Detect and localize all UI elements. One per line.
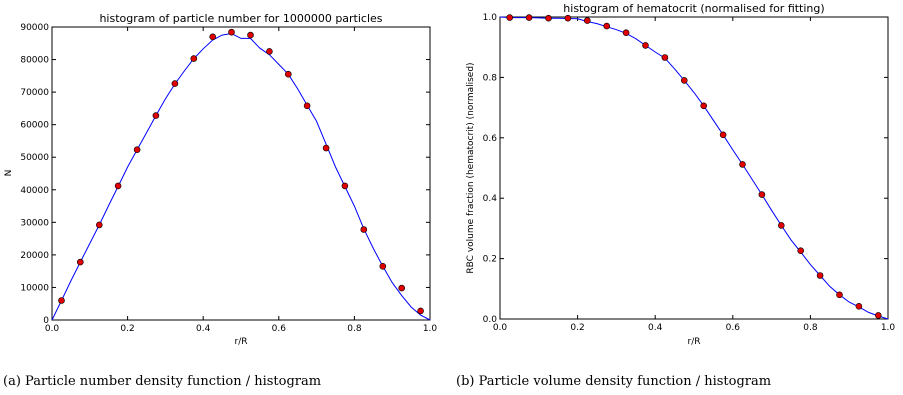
chart-a-ytick-label: 60000 [20, 121, 49, 131]
chart-b-ylabel: RBC volume fraction (hematocrit) (normal… [466, 62, 476, 273]
chart-a-plot-frame [51, 26, 431, 321]
chart-a-xtick-label: 1.0 [423, 324, 438, 334]
chart-a-data-point [133, 146, 141, 153]
chart-b-histogram-line [499, 16, 889, 320]
chart-b-data-point [642, 42, 649, 49]
chart-b-title: histogram of hematocrit (normalised for … [563, 2, 824, 15]
chart-a-xtick-label: 0.6 [272, 324, 287, 334]
chart-b-xtick-label: 0.6 [726, 323, 741, 333]
chart-b-xtick-label: 0.0 [493, 323, 508, 333]
chart-b-data-point [545, 14, 552, 22]
chart-b-data-point [855, 302, 863, 310]
chart-a-data-point [96, 221, 103, 229]
chart-a-histogram-line [51, 32, 431, 321]
chart-b-data-point [661, 54, 669, 61]
chart-b-caption: (b) Particle volume density function / h… [456, 374, 771, 389]
chart-a-ytick-label: 0 [43, 316, 49, 326]
chart-b-data-point [680, 77, 688, 84]
chart-b-data-point [603, 22, 611, 30]
chart-b-data-point [525, 14, 533, 21]
chart-a-ytick-label: 10000 [20, 283, 49, 293]
chart-b-ytick-label: 0.8 [483, 73, 498, 83]
chart-a-data-point [398, 284, 406, 292]
chart-b-marks [499, 14, 889, 320]
chart-b-data-point [622, 29, 630, 37]
chart-a-caption: (a) Particle number density function / h… [3, 374, 321, 389]
chart-b-xtick-label: 0.8 [803, 323, 818, 333]
chart-b-xtick-label: 1.0 [881, 323, 896, 333]
chart-a-ytick-label: 20000 [20, 251, 49, 261]
chart-a-data-point [322, 144, 330, 152]
chart-b-data-point [758, 191, 766, 198]
chart-a-data-point [360, 226, 368, 233]
chart-b-data-point [816, 272, 824, 279]
chart-a-data-point [114, 182, 122, 190]
chart-particle-number: histogram of particle number for 1000000… [3, 12, 437, 389]
chart-a-data-point [417, 307, 424, 315]
chart-a-xtick-label: 0.2 [120, 324, 134, 334]
chart-a-xtick-label: 0.8 [347, 324, 362, 334]
chart-a-data-point [228, 28, 235, 36]
chart-b-data-point [777, 222, 785, 229]
chart-b-ytick-label: 0.2 [483, 255, 497, 265]
chart-b-xlabel: r/R [688, 337, 701, 347]
chart-a-data-point [266, 48, 273, 55]
chart-a-xlabel: r/R [235, 337, 248, 347]
chart-b-data-point [700, 102, 708, 110]
chart-a-data-point [152, 112, 160, 119]
chart-a-data-point [341, 182, 349, 190]
chart-b-data-point [719, 131, 727, 139]
chart-b-data-point [836, 291, 843, 299]
chart-a-data-point [58, 297, 65, 304]
chart-a-data-point [209, 33, 216, 41]
chart-b-data-point [739, 161, 746, 168]
chart-a-data-point [379, 262, 387, 270]
chart-b-data-point [874, 312, 882, 319]
chart-a-data-point [77, 258, 84, 266]
chart-a-ytick-label: 90000 [20, 23, 49, 33]
chart-a-data-point [247, 31, 254, 39]
chart-b-data-point [564, 14, 572, 22]
chart-b-data-point [583, 17, 591, 24]
chart-b-axes: 0.0 0.2 0.4 0.6 0.8 1.0 0.0 0.2 0.4 0.6 0.8 1.0 [483, 13, 896, 333]
chart-a-ytick-label: 80000 [20, 56, 49, 66]
chart-b-data-point [797, 247, 805, 254]
chart-a-ylabel: N [4, 170, 14, 177]
chart-b-xtick-label: 0.4 [648, 323, 663, 333]
chart-a-axes: 0.0 0.2 0.4 0.6 0.8 1.0 0 10000 20000 30000 40000 5… [20, 23, 437, 334]
chart-a-data-point [171, 80, 179, 87]
chart-a-ytick-label: 30000 [20, 218, 49, 228]
chart-a-ytick-label: 50000 [20, 153, 49, 163]
chart-b-data-point [506, 14, 514, 21]
chart-b-plot-frame [499, 16, 889, 320]
chart-a-title: histogram of particle number for 1000000… [99, 12, 382, 25]
chart-a-xtick-label: 0.0 [45, 324, 60, 334]
chart-a-data-point [190, 55, 198, 62]
chart-a-data-point [303, 102, 311, 110]
chart-hematocrit: histogram of hematocrit (normalised for … [456, 2, 895, 389]
chart-a-ytick-label: 40000 [20, 186, 49, 196]
chart-b-ytick-label: 0.4 [483, 194, 498, 204]
chart-a-marks [51, 28, 431, 321]
chart-a-data-point [284, 70, 292, 78]
chart-b-ytick-label: 0.6 [483, 134, 498, 144]
chart-a-xtick-label: 0.4 [196, 324, 211, 334]
chart-a-ytick-label: 70000 [20, 88, 49, 98]
chart-b-ytick-label: 0.0 [483, 315, 498, 325]
chart-b-ytick-label: 1.0 [483, 13, 498, 23]
chart-b-xtick-label: 0.2 [570, 323, 584, 333]
